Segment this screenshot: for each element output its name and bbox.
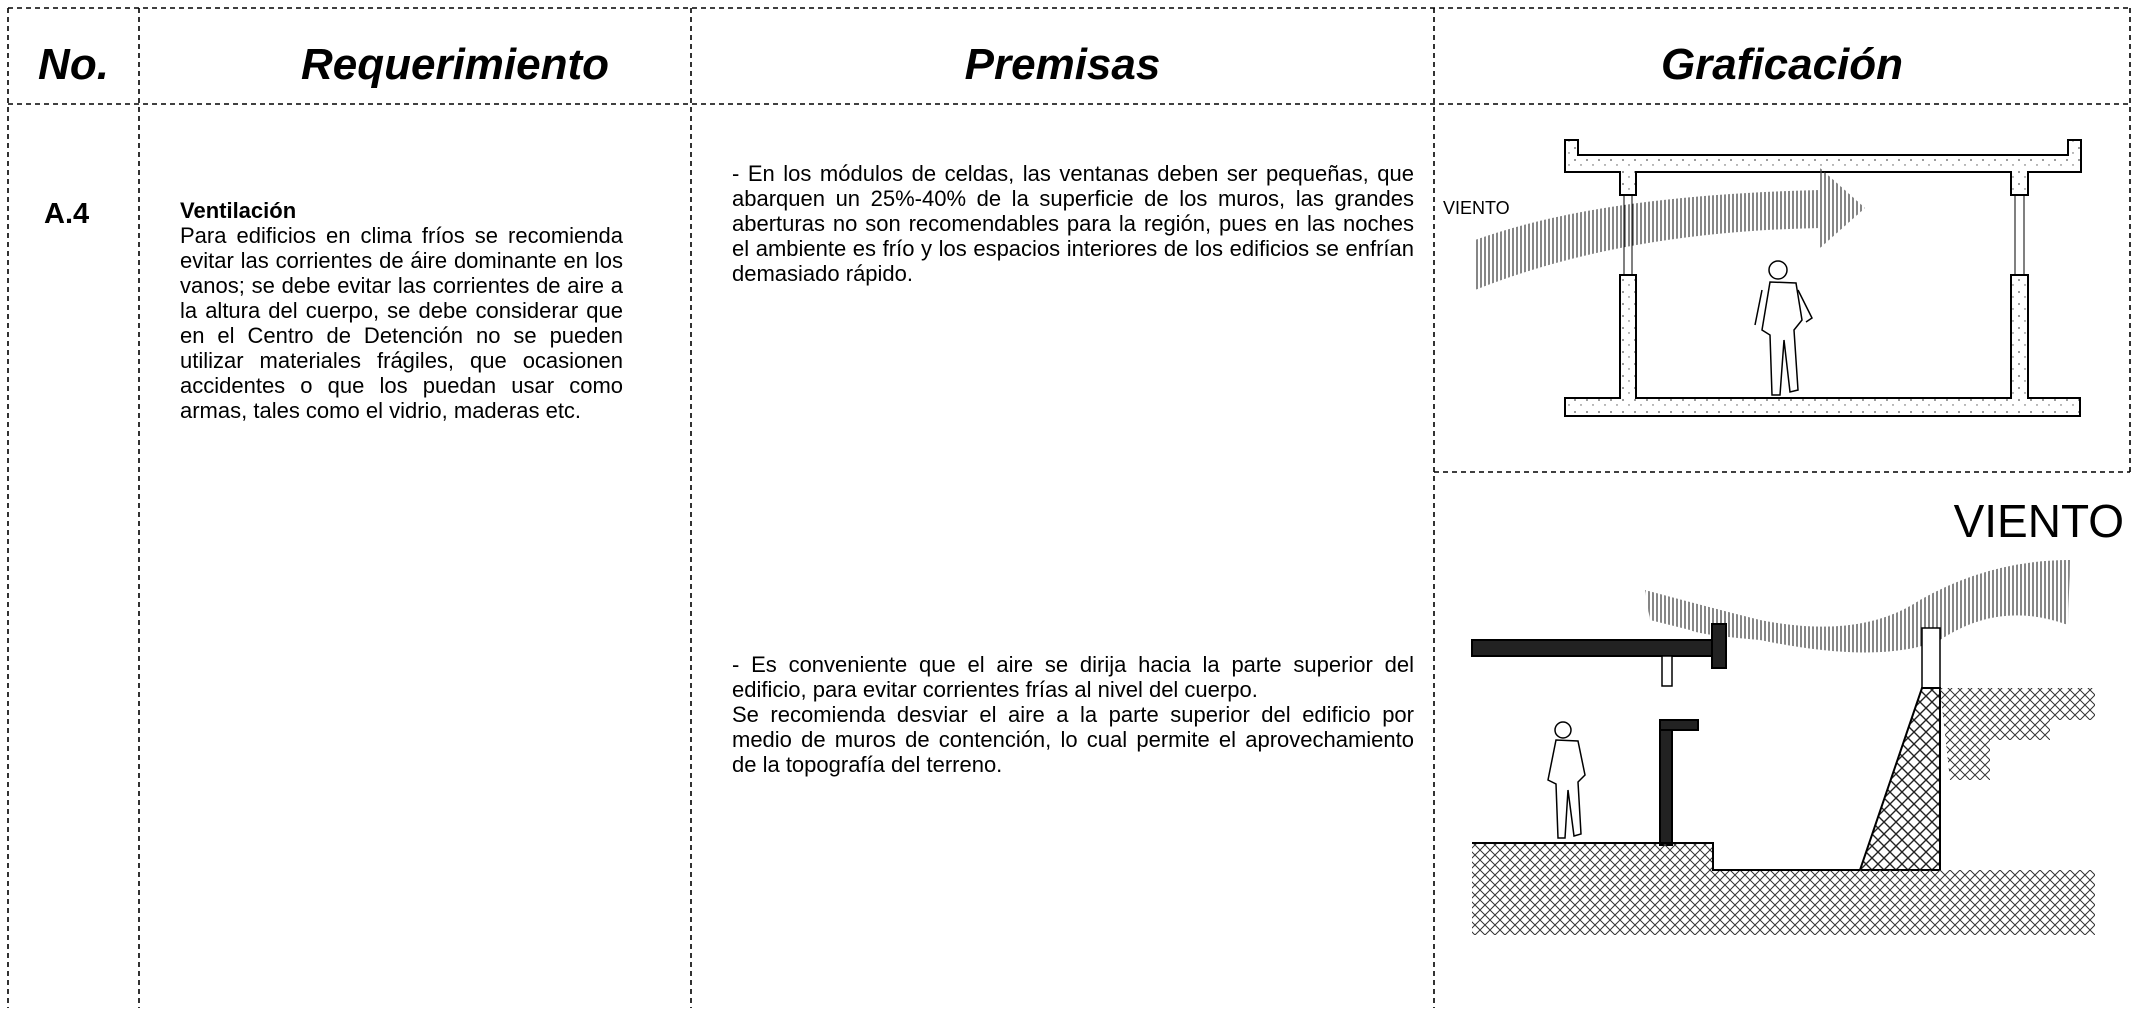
requerimiento-cell: Ventilación Para edificios en clima frío… [180, 198, 623, 423]
premisa-1: - En los módulos de celdas, las ventanas… [732, 161, 1414, 286]
header-graficacion: Graficación [1660, 40, 1904, 89]
premisa-2-cell: - Es conveniente que el aire se dirija h… [732, 652, 1414, 777]
figure-section-1 [1475, 139, 2082, 417]
premisa-2: - Es conveniente que el aire se dirija h… [732, 652, 1414, 702]
figure-1-label: VIENTO [1443, 198, 1510, 218]
header-premisas: Premisas [964, 40, 1161, 89]
row-number: A.4 [44, 198, 90, 230]
requerimiento-title: Ventilación [180, 198, 297, 223]
premisa-3: Se recomienda desviar el aire a la parte… [732, 702, 1414, 777]
figure-2-label: VIENTO [1953, 495, 2124, 547]
figure-section-2 [1471, 560, 2095, 935]
requerimiento-text: Para edificios en clima fríos se recomie… [180, 223, 623, 423]
header-requerimiento: Requerimiento [300, 40, 610, 89]
header-no: No. [38, 40, 109, 89]
grid-lines [7, 7, 2131, 1008]
